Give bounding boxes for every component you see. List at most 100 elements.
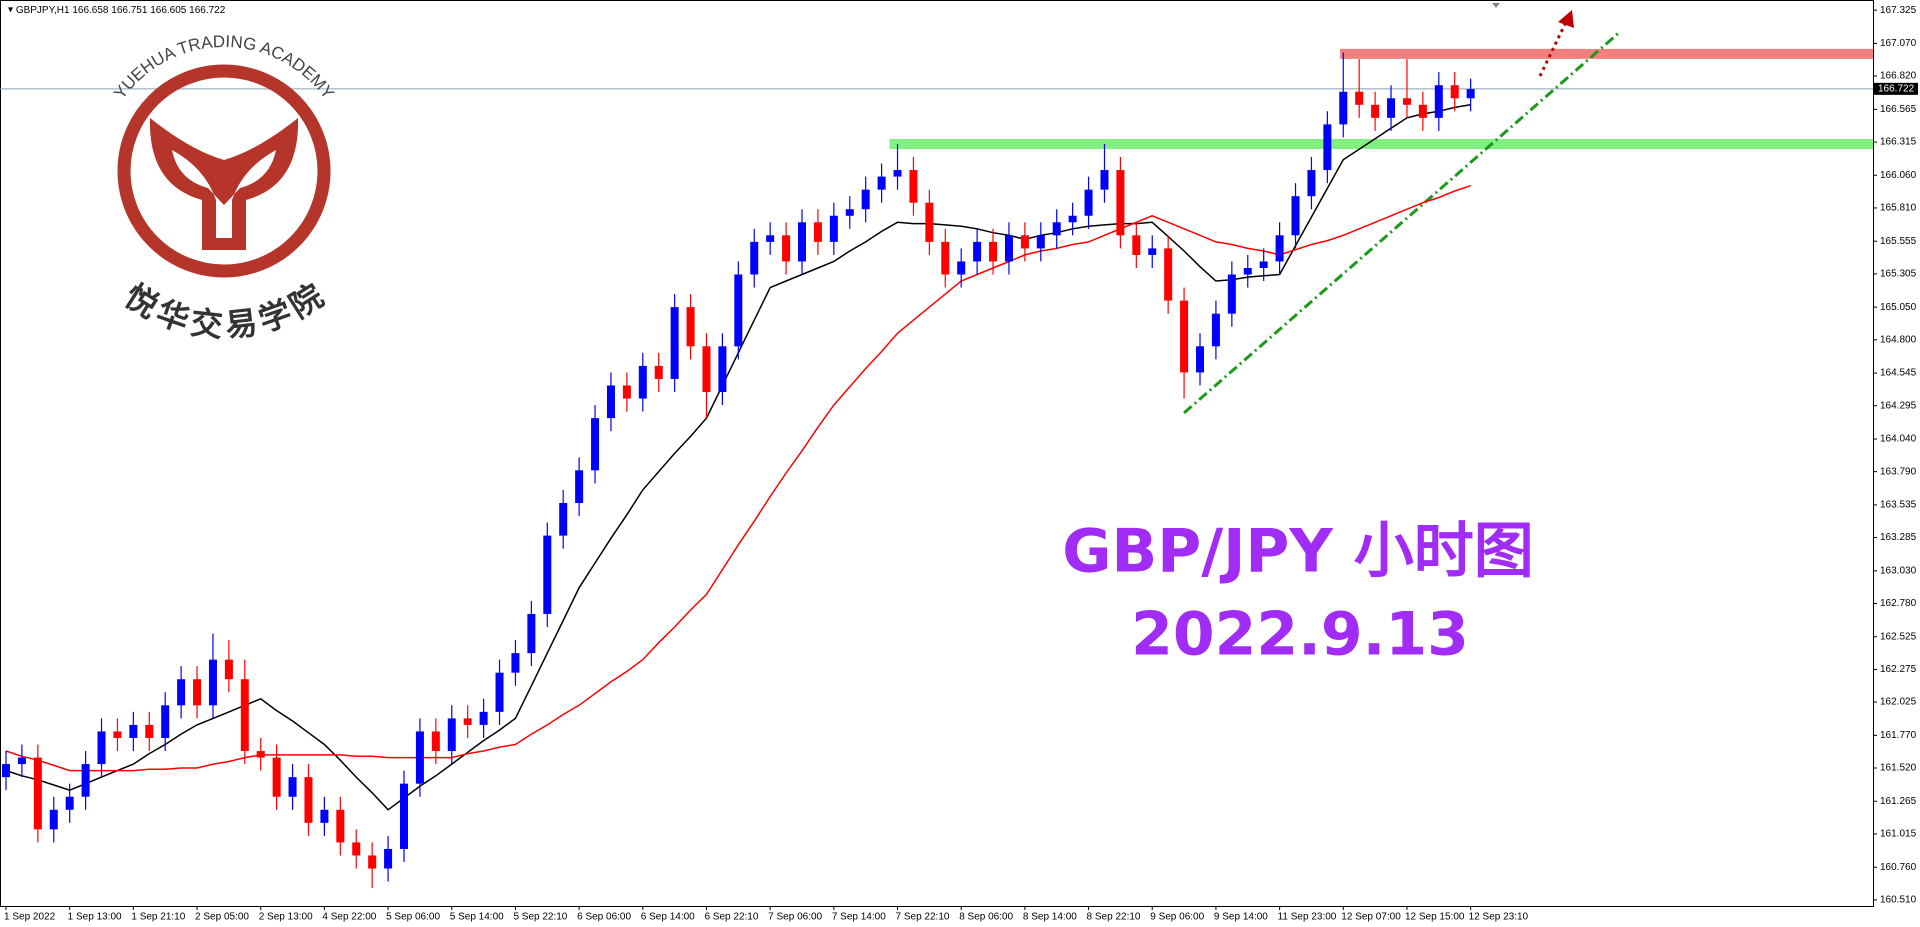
logo-ring: [117, 64, 331, 278]
candle-body: [400, 783, 408, 849]
candle-body: [511, 653, 520, 673]
candle-body: [479, 711, 488, 725]
y-tick-label: 164.545: [1880, 368, 1917, 379]
annotation-date: 2022.9.13: [1131, 600, 1469, 670]
x-tick-label: 5 Sep 06:00: [386, 912, 440, 923]
candle-body: [989, 241, 998, 262]
candle-body: [272, 757, 281, 797]
candle-body: [145, 724, 154, 738]
candle-body: [1180, 300, 1189, 373]
x-tick-label: 12 Sep 23:10: [1469, 912, 1529, 923]
candle-body: [1020, 235, 1029, 249]
candle-body: [861, 189, 870, 210]
candle-body: [575, 470, 584, 503]
candle-body: [33, 757, 42, 830]
x-tick-label: 5 Sep 14:00: [450, 912, 504, 923]
candle-body: [1259, 261, 1268, 268]
candle-body: [909, 170, 918, 203]
candle-body: [1164, 248, 1173, 301]
candle-body: [240, 679, 249, 752]
logo-symbol-inner: [172, 150, 276, 238]
candle-body: [17, 757, 26, 765]
y-tick-label: 167.325: [1880, 5, 1917, 16]
trendline: [1183, 31, 1620, 415]
candle-body: [670, 307, 679, 379]
candle-body: [1227, 274, 1236, 314]
candle-body: [813, 222, 822, 242]
candle-body: [256, 751, 265, 758]
candle-body: [1148, 248, 1157, 255]
candle-body: [559, 502, 568, 536]
x-tick-label: 6 Sep 14:00: [641, 912, 695, 923]
y-tick-label: 163.285: [1880, 532, 1917, 543]
x-tick-label: 2 Sep 05:00: [195, 912, 249, 923]
y-tick-label: 165.810: [1880, 203, 1917, 214]
candle-body: [543, 535, 552, 614]
candle-body: [2, 764, 10, 778]
x-tick-label: 6 Sep 06:00: [577, 912, 631, 923]
candle-body: [1466, 89, 1475, 99]
x-tick-label: 12 Sep 15:00: [1405, 912, 1465, 923]
candle-body: [1068, 215, 1077, 223]
current-price-label: 166.722: [1878, 84, 1915, 95]
y-tick-label: 166.060: [1880, 170, 1917, 181]
candle-body: [654, 365, 663, 379]
y-tick-label: 160.510: [1880, 895, 1917, 906]
x-tick-label: 6 Sep 22:10: [704, 912, 758, 923]
candle-body: [463, 718, 472, 725]
candle-body: [447, 718, 456, 752]
candle-body: [224, 659, 233, 680]
ohlc-high: 166.751: [111, 5, 148, 16]
candle-body: [1450, 85, 1459, 99]
candle-body: [97, 731, 106, 765]
y-tick-label: 161.015: [1880, 829, 1917, 840]
header: ▾ GBPJPY,H1 166.658 166.751 166.605 166.…: [8, 5, 226, 16]
candle-body: [734, 274, 743, 347]
candle-body: [718, 346, 727, 393]
candle-body: [606, 385, 615, 419]
candle-body: [957, 261, 966, 275]
candle-body: [336, 809, 345, 843]
x-tick-label: 8 Sep 22:10: [1087, 912, 1141, 923]
x-tick-label: 7 Sep 22:10: [896, 912, 950, 923]
y-tick-label: 162.025: [1880, 697, 1917, 708]
arrow-head: [1558, 10, 1574, 28]
ohlc-close: 166.722: [189, 5, 226, 16]
candle-body: [941, 241, 950, 275]
candle-body: [1211, 313, 1220, 347]
candle-body: [829, 215, 838, 242]
candle-body: [1004, 235, 1013, 262]
x-tick-label: 1 Sep 21:10: [131, 912, 185, 923]
candle-body: [65, 796, 74, 810]
candle-body: [845, 209, 854, 216]
candle-body: [1100, 170, 1109, 190]
y-tick-label: 166.315: [1880, 137, 1917, 148]
ohlc-low: 166.605: [150, 5, 187, 16]
candle-body: [622, 385, 631, 399]
annotation-title: GBP/JPY 小时图: [1062, 517, 1534, 587]
candle-body: [527, 613, 536, 654]
candle-body: [1339, 91, 1348, 125]
candle-body: [1036, 235, 1045, 249]
candle-body: [161, 705, 170, 738]
candle-body: [750, 241, 759, 275]
candle-body: [113, 731, 122, 738]
y-tick-label: 164.295: [1880, 400, 1917, 411]
candle-body: [877, 176, 886, 190]
candle-body: [893, 170, 902, 177]
x-tick-label: 5 Sep 22:10: [513, 912, 567, 923]
x-tick-label: 4 Sep 22:00: [322, 912, 376, 923]
y-tick-label: 162.275: [1880, 664, 1917, 675]
candle-body: [1291, 196, 1300, 236]
candle-body: [1307, 170, 1316, 197]
candle-body: [1418, 104, 1427, 118]
x-tick-label: 9 Sep 06:00: [1150, 912, 1204, 923]
x-tick-label: 8 Sep 14:00: [1023, 912, 1077, 923]
y-tick-label: 167.070: [1880, 38, 1917, 49]
current-price-box: [1874, 82, 1918, 95]
candle-body: [782, 235, 791, 262]
candle-body: [288, 777, 297, 797]
y-tick-label: 165.555: [1880, 236, 1917, 247]
